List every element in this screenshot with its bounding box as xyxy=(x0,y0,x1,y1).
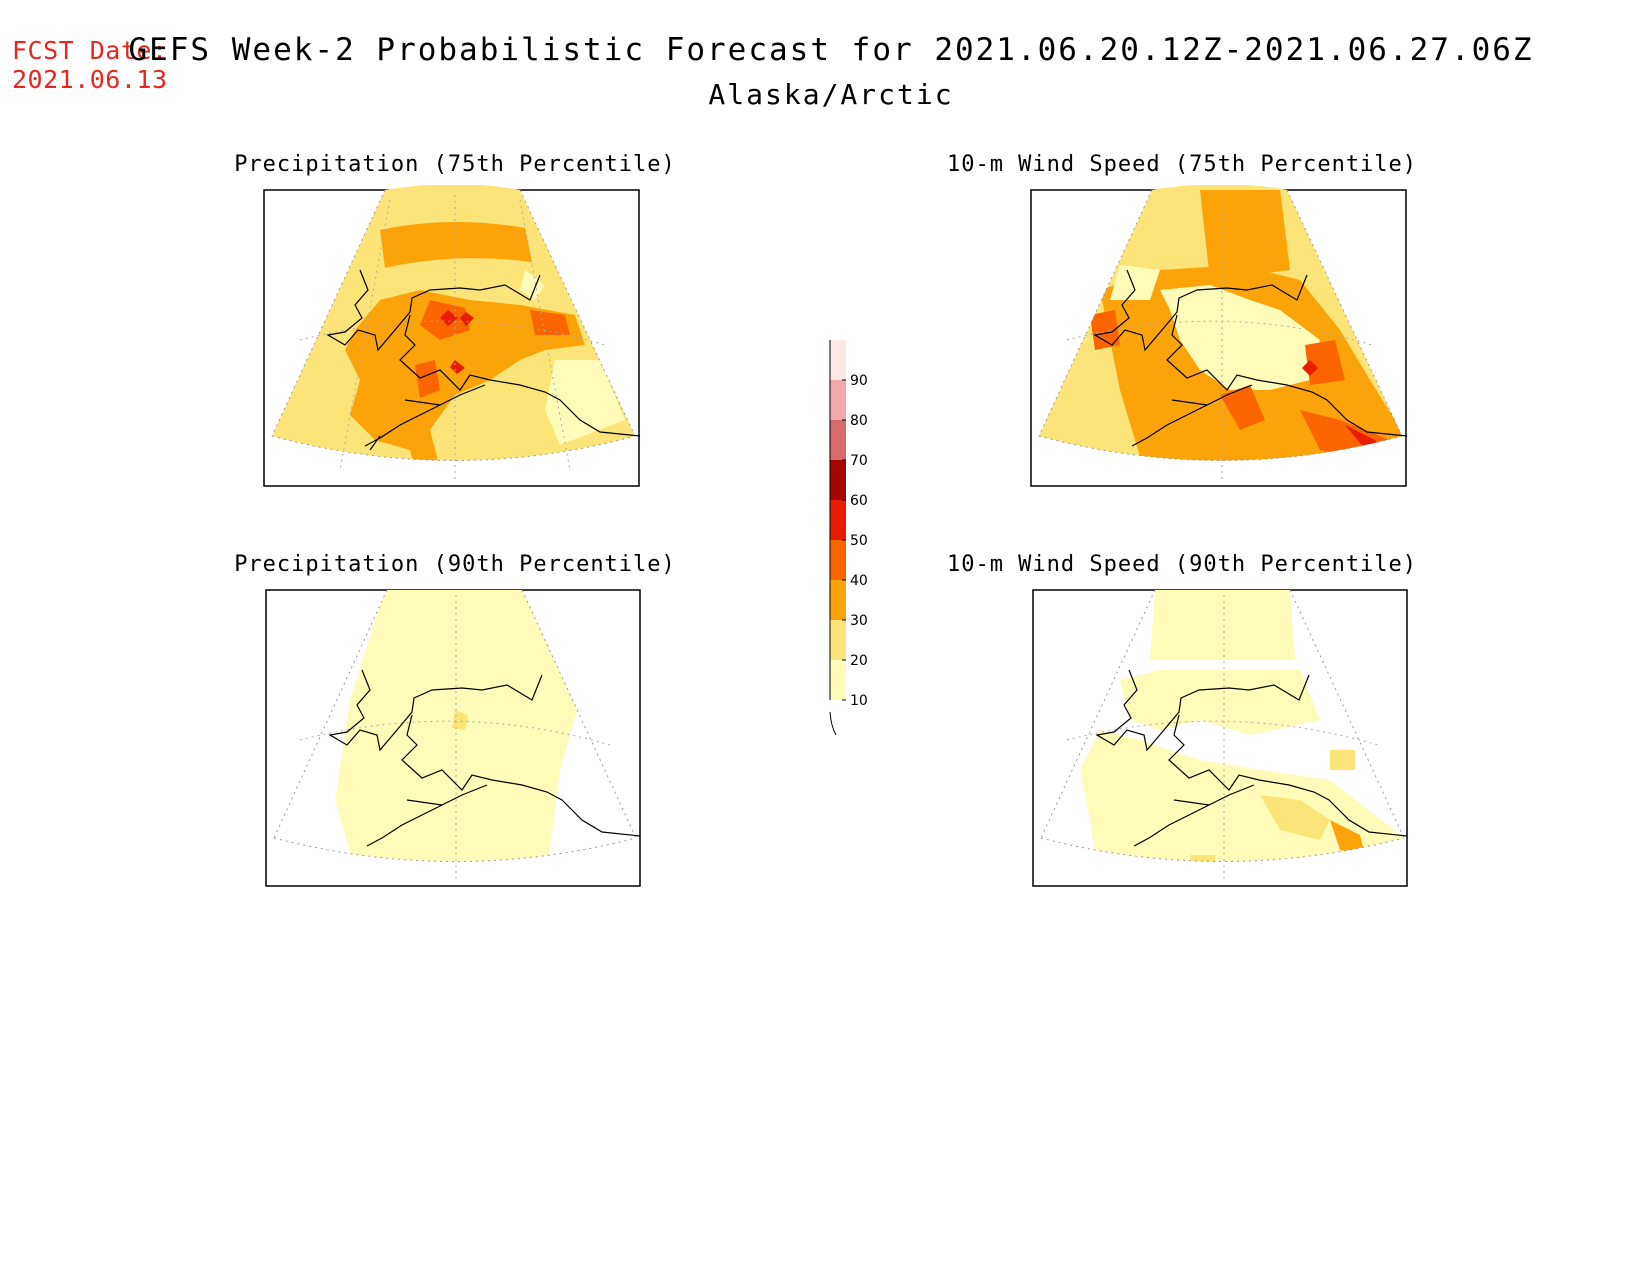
shade-40-50 xyxy=(530,310,570,335)
shade-40-50 xyxy=(1305,340,1345,385)
coastline xyxy=(328,669,641,847)
shade-10-20 xyxy=(1150,590,1295,660)
colorbar-label-80: 80 xyxy=(850,413,868,429)
region-title: Alaska/Arctic xyxy=(708,78,954,111)
colorbar-label-90: 90 xyxy=(850,373,868,389)
colorbar-segment-70 xyxy=(830,420,846,460)
shade-50-60 xyxy=(450,360,465,374)
colorbar-label-50: 50 xyxy=(850,533,868,549)
shade-30-40 xyxy=(1330,820,1365,855)
shade-20-30 xyxy=(1260,795,1330,840)
page-title: GEFS Week-2 Probabilistic Forecast for 2… xyxy=(128,32,1534,68)
colorbar: 10 20 30 40 50 60 70 80 90 xyxy=(829,339,868,736)
colorbar-segment-10 xyxy=(830,660,846,700)
colorbar-segment-50 xyxy=(830,500,846,540)
shade-50-60 xyxy=(1302,360,1318,376)
colorbar-segment-20 xyxy=(830,620,846,660)
forecast-date-value: 2021.06.13 xyxy=(12,65,168,94)
shade-10-20 xyxy=(1080,730,1404,862)
panel-title-wind-90: 10-m Wind Speed (90th Percentile) xyxy=(946,552,1418,577)
shade-10-20 xyxy=(1160,285,1320,390)
shade-50-60 xyxy=(460,312,474,326)
colorbar-label-10: 10 xyxy=(850,693,868,709)
shade-20-30 xyxy=(1330,750,1355,770)
colorbar-segment-90 xyxy=(830,340,846,380)
shade-50-60 xyxy=(440,310,458,326)
map-wind-75 xyxy=(1030,185,1408,487)
panel-title-precip-90: Precipitation (90th Percentile) xyxy=(234,552,676,577)
forecast-date-label: FCST Date: xyxy=(12,36,168,65)
shade-10-20 xyxy=(520,270,545,300)
colorbar-segment-60 xyxy=(830,460,846,500)
colorbar-label-20: 20 xyxy=(850,653,868,669)
colorbar-label-70: 70 xyxy=(850,453,868,469)
shade-30-40 xyxy=(345,290,585,461)
shade-40-50 xyxy=(415,360,440,398)
colorbar-label-40: 40 xyxy=(850,573,868,589)
shade-10-20 xyxy=(545,360,625,445)
colorbar-segment-40 xyxy=(830,540,846,580)
map-precip-90 xyxy=(265,589,641,887)
shade-40-50 xyxy=(1090,310,1120,350)
panel-title-precip-75: Precipitation (75th Percentile) xyxy=(234,152,676,177)
colorbar-label-30: 30 xyxy=(850,613,868,629)
colorbar-segment-30 xyxy=(830,580,846,620)
coastline xyxy=(1095,669,1408,847)
map-wind-90 xyxy=(1032,589,1408,887)
colorbar-label-60: 60 xyxy=(850,493,868,509)
shade-10-20 xyxy=(335,590,580,862)
map-precip-75 xyxy=(263,185,641,487)
shade-30-40 xyxy=(1200,190,1290,280)
colorbar-segment-80 xyxy=(830,380,846,420)
shade-30-40 xyxy=(380,221,532,268)
panel-title-wind-75: 10-m Wind Speed (75th Percentile) xyxy=(946,152,1418,177)
coastline xyxy=(326,269,641,451)
shade-40-50 xyxy=(1220,385,1265,430)
forecast-date-block: FCST Date: 2021.06.13 xyxy=(12,36,168,94)
shade-10-20 xyxy=(1110,265,1160,300)
coastline xyxy=(1093,269,1408,447)
